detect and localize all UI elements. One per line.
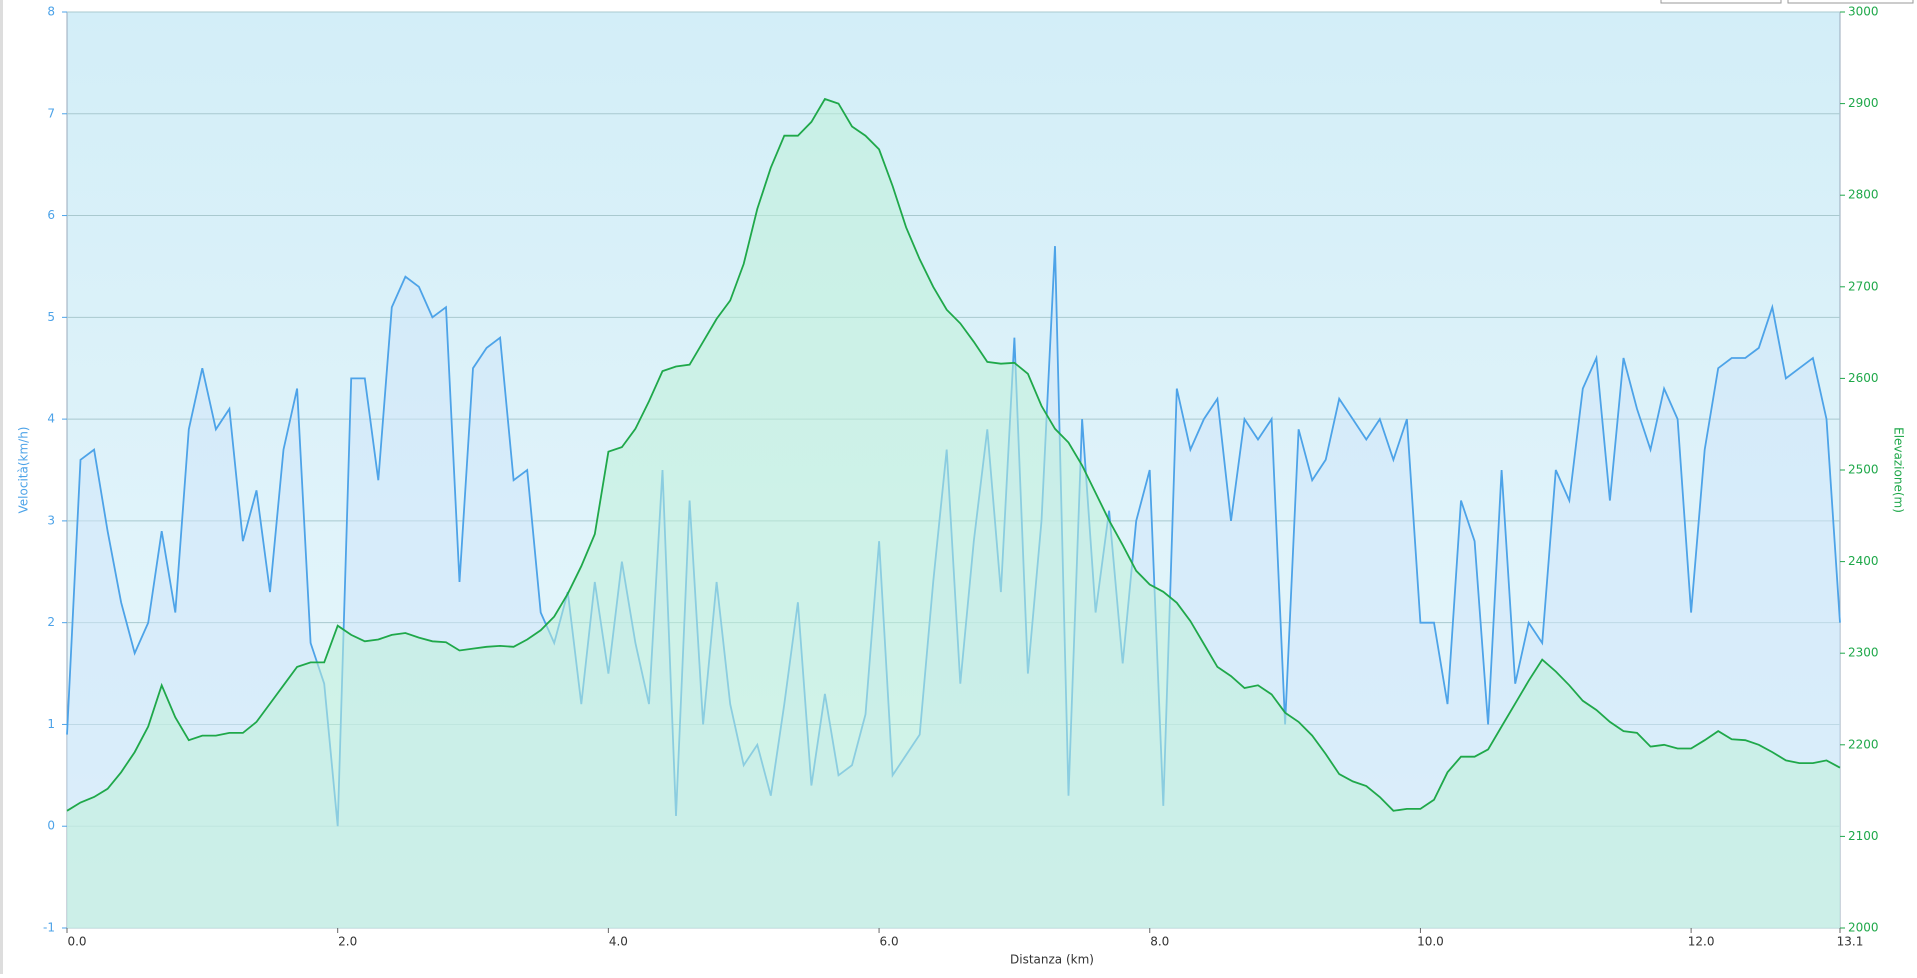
y2-tick-label: 3000	[1848, 5, 1879, 19]
x-tick-label: 6.0	[880, 935, 899, 949]
y-tick-label: 5	[47, 310, 55, 324]
y-tick-label: 1	[47, 717, 55, 731]
y2-tick-label: 2700	[1848, 279, 1879, 293]
button[interactable]	[1660, 0, 1782, 4]
y2-tick-label: 2500	[1848, 463, 1879, 477]
y-tick-label: 7	[47, 106, 55, 120]
button[interactable]	[1787, 0, 1914, 4]
y-tick-label: 6	[47, 208, 55, 222]
border	[0, 0, 3, 974]
y2-tick-label: 2100	[1848, 829, 1879, 843]
y-tick-label: -1	[43, 921, 55, 935]
x-tick-label: 2.0	[338, 935, 357, 949]
y-tick-label: 4	[47, 412, 55, 426]
x-tick-label: 8.0	[1150, 935, 1169, 949]
y2-tick-label: 2400	[1848, 554, 1879, 568]
y2-tick-label: 2900	[1848, 96, 1879, 110]
y2-axis-title: Elevazione(m)	[1892, 427, 1906, 513]
y-tick-label: 3	[47, 513, 55, 527]
y-tick-label: 0	[47, 819, 55, 833]
x-tick-label: 4.0	[609, 935, 628, 949]
y-axis-title: Velocità(km/h)	[17, 427, 31, 514]
series-line	[66, 97, 1841, 812]
y2-tick-label: 2200	[1848, 737, 1879, 751]
x-tick-label: 13.1	[1837, 935, 1864, 949]
y-tick-label: 2	[47, 615, 55, 629]
y2-tick-label: 2600	[1848, 371, 1879, 385]
x-tick-label: 10.0	[1417, 935, 1444, 949]
x-tick-label: 0.0	[67, 935, 86, 949]
y2-tick-label: 2000	[1848, 921, 1879, 935]
area-fill	[67, 99, 1840, 928]
y-tick-label: 8	[47, 5, 55, 19]
x-tick-label: 12.0	[1688, 935, 1715, 949]
y2-tick-label: 2300	[1848, 646, 1879, 660]
x-axis-title: Distanza (km)	[1010, 953, 1094, 967]
y2-tick-label: 2800	[1848, 188, 1879, 202]
